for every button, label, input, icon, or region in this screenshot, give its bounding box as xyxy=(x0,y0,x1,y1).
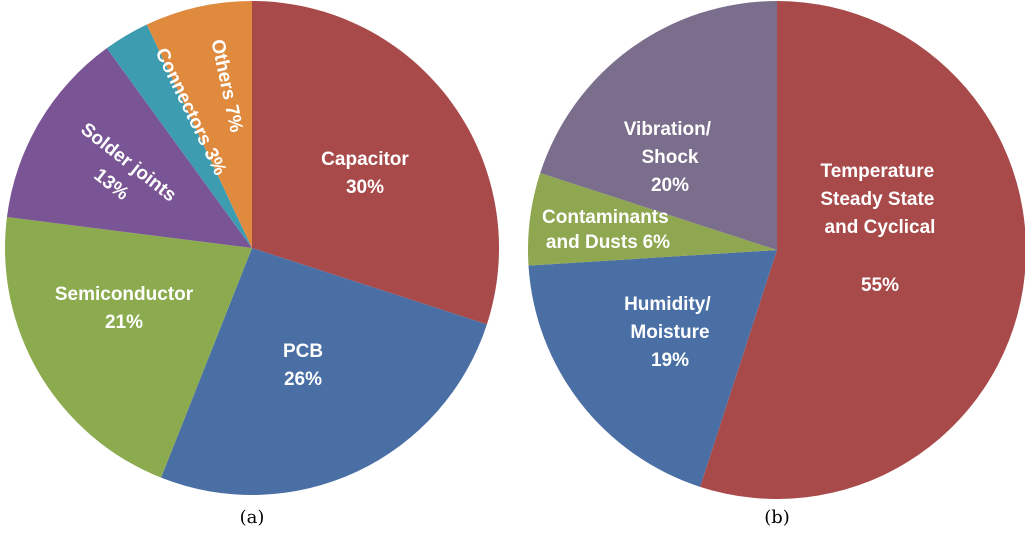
label-line: Vibration/ xyxy=(624,119,717,140)
label-line: Moisture xyxy=(630,322,709,343)
pie-slice xyxy=(252,1,499,325)
label-line: Semiconductor xyxy=(55,284,194,305)
category-label: Humidity/ Moisture xyxy=(624,294,716,343)
caption: (b) xyxy=(764,507,790,528)
slice-label: Capacitor 30% xyxy=(321,149,409,198)
category-label: Capacitor xyxy=(321,149,409,170)
category-label: Semiconductor xyxy=(55,284,194,305)
value-label: 19% xyxy=(651,350,689,371)
label-line: and Cyclical xyxy=(825,217,936,238)
pie-chart: Capacitor30%PCB26%Semiconductor21%Solder… xyxy=(4,1,499,528)
slice-label: Contaminants and Dusts 6% xyxy=(542,207,674,253)
pie-slice xyxy=(528,173,777,266)
value-label: 20% xyxy=(651,175,689,196)
caption: (a) xyxy=(240,507,265,528)
value-label: 26% xyxy=(284,369,322,390)
slice-label: Vibration/ Shock 20% xyxy=(624,119,717,196)
pie-slice xyxy=(540,1,777,250)
value-label: 21% xyxy=(105,312,143,333)
value-label: 6% xyxy=(643,232,671,253)
label-line: and Dusts xyxy=(546,232,638,253)
slice-label: Semiconductor 21% xyxy=(55,284,194,333)
label-line: Capacitor xyxy=(321,149,409,170)
slice-label: Temperature Steady State and Cyclical 55% xyxy=(820,161,939,296)
pie-slice xyxy=(4,217,253,478)
pie-slice xyxy=(528,250,777,487)
pie-slice xyxy=(146,1,252,248)
category-label: PCB xyxy=(283,341,323,362)
label-line: Humidity/ xyxy=(624,294,716,315)
slice-label: PCB 26% xyxy=(283,341,323,390)
pie-chart: Temperature Steady State and Cyclical 55%… xyxy=(528,1,1025,528)
pie-slice xyxy=(106,24,252,248)
label-line: Shock xyxy=(641,147,698,168)
label-line: Temperature xyxy=(821,161,940,182)
pie-slice xyxy=(6,48,253,248)
slice-label: Humidity/ Moisture 19% xyxy=(624,294,716,371)
label-line: PCB xyxy=(283,341,323,362)
category-label: Contaminants and Dusts xyxy=(542,207,674,253)
label-line: Steady State xyxy=(820,189,939,210)
category-label: Temperature Steady State and Cyclical xyxy=(820,161,939,238)
pie-slice xyxy=(700,1,1025,499)
label-line: Contaminants xyxy=(542,207,674,228)
pie-slice xyxy=(161,248,487,495)
value-label: 30% xyxy=(346,177,384,198)
value-label: 55% xyxy=(861,275,899,296)
category-label: Vibration/ Shock xyxy=(624,119,717,168)
